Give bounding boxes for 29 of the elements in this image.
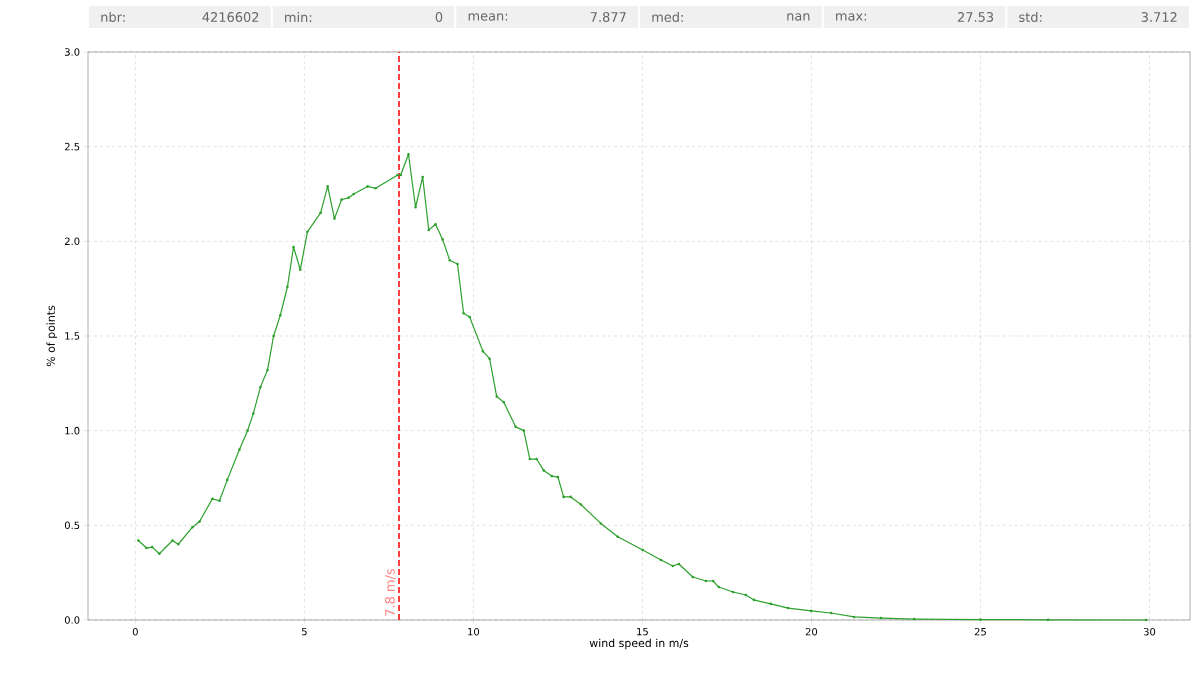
text: 3.712: [1141, 12, 1177, 22]
text: 7.877: [590, 12, 626, 22]
y-tick-label: 3.0: [64, 48, 80, 56]
y-tick-label: 1.5: [65, 332, 80, 340]
x-tick-label: 20: [805, 627, 818, 636]
x-tick-label: 25: [974, 627, 986, 636]
text: nbr:: [101, 11, 125, 23]
text: nan: [787, 13, 810, 21]
text: 27.53: [957, 12, 994, 22]
x-tick-label: 5: [301, 627, 307, 636]
x-tick-label: 0: [132, 627, 138, 636]
y-tick-label: 2.0: [64, 237, 80, 246]
text: min:: [285, 12, 312, 22]
x-tick-label: 10: [468, 627, 480, 636]
text: max:: [836, 13, 866, 21]
ref-line-label: 7.8 m/s: [385, 569, 396, 616]
text: med:: [652, 11, 683, 23]
y-tick-label: 0.5: [64, 521, 80, 530]
text: mean:: [468, 13, 508, 21]
x-axis-title: wind speed in m/s: [589, 638, 689, 650]
x-tick-label: 15: [637, 627, 648, 636]
text: 4216602: [202, 12, 259, 22]
x-tick-label: 30: [1143, 627, 1156, 636]
y-tick-label: 1.0: [65, 426, 80, 435]
y-tick-label: 2.5: [64, 142, 80, 151]
text: 0: [435, 12, 443, 22]
y-axis-title: % of points: [46, 305, 58, 367]
y-tick-label: 0.0: [64, 616, 80, 624]
text: std:: [1019, 11, 1042, 23]
